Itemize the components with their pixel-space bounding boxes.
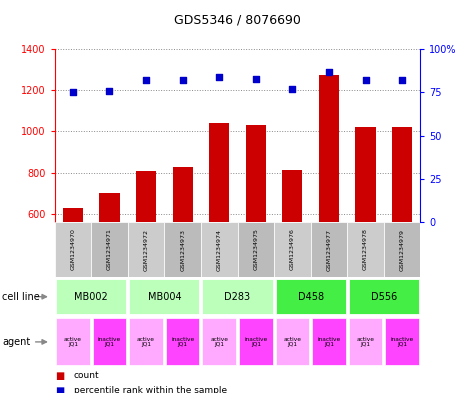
Text: D556: D556	[370, 292, 397, 302]
Bar	[392, 127, 412, 337]
Bar	[282, 170, 303, 337]
Bar	[349, 279, 419, 314]
Bar	[166, 318, 199, 365]
Point	[289, 86, 296, 92]
Bar	[276, 279, 346, 314]
Text: inactive
JQ1: inactive JQ1	[171, 336, 194, 347]
Text: ■: ■	[55, 386, 64, 393]
Bar	[129, 279, 200, 314]
Text: GSM1234971: GSM1234971	[107, 229, 112, 270]
Bar	[274, 222, 311, 277]
Bar	[239, 318, 273, 365]
Text: agent: agent	[2, 337, 30, 347]
Text: inactive
JQ1: inactive JQ1	[390, 336, 414, 347]
Bar	[238, 222, 274, 277]
Text: GSM1234972: GSM1234972	[143, 229, 149, 270]
Bar	[91, 222, 128, 277]
Bar	[355, 127, 376, 337]
Text: active
JQ1: active JQ1	[137, 336, 155, 347]
Text: GSM1234976: GSM1234976	[290, 229, 295, 270]
Bar	[56, 318, 90, 365]
Bar	[129, 318, 163, 365]
Text: GSM1234979: GSM1234979	[399, 229, 405, 270]
Bar	[347, 222, 384, 277]
Point	[252, 75, 259, 82]
Text: percentile rank within the sample: percentile rank within the sample	[74, 386, 227, 393]
Text: GSM1234974: GSM1234974	[217, 229, 222, 270]
Bar	[312, 318, 346, 365]
Text: active
JQ1: active JQ1	[284, 336, 301, 347]
Text: inactive
JQ1: inactive JQ1	[244, 336, 267, 347]
Bar	[202, 279, 273, 314]
Bar	[202, 318, 236, 365]
Text: active
JQ1: active JQ1	[64, 336, 82, 347]
Bar	[93, 318, 126, 365]
Bar	[164, 222, 201, 277]
Point	[105, 88, 113, 94]
Bar	[349, 318, 382, 365]
Point	[216, 73, 223, 80]
Text: GSM1234973: GSM1234973	[180, 229, 185, 270]
Bar	[246, 125, 266, 337]
Bar	[311, 222, 347, 277]
Bar	[319, 75, 339, 337]
Bar	[172, 167, 193, 337]
Bar	[209, 123, 229, 337]
Bar	[63, 208, 83, 337]
Text: MB004: MB004	[148, 292, 181, 302]
Bar	[55, 222, 91, 277]
Point	[325, 68, 332, 75]
Bar	[128, 222, 164, 277]
Bar	[384, 222, 420, 277]
Point	[362, 77, 370, 83]
Text: count: count	[74, 371, 99, 380]
Text: active
JQ1: active JQ1	[210, 336, 228, 347]
Text: MB002: MB002	[74, 292, 108, 302]
Point	[142, 77, 150, 83]
Text: inactive
JQ1: inactive JQ1	[98, 336, 121, 347]
Text: D283: D283	[224, 292, 251, 302]
Bar	[385, 318, 419, 365]
Text: active
JQ1: active JQ1	[357, 336, 374, 347]
Text: GSM1234975: GSM1234975	[253, 229, 258, 270]
Point	[69, 89, 77, 95]
Point	[398, 77, 406, 83]
Bar	[56, 279, 126, 314]
Text: GSM1234977: GSM1234977	[326, 229, 332, 270]
Text: ■: ■	[55, 371, 64, 380]
Bar	[99, 193, 120, 337]
Text: D458: D458	[297, 292, 324, 302]
Bar	[276, 318, 309, 365]
Text: GDS5346 / 8076690: GDS5346 / 8076690	[174, 13, 301, 26]
Text: GSM1234978: GSM1234978	[363, 229, 368, 270]
Bar	[201, 222, 238, 277]
Text: inactive
JQ1: inactive JQ1	[317, 336, 341, 347]
Point	[179, 77, 186, 83]
Text: cell line: cell line	[2, 292, 40, 302]
Bar	[136, 171, 156, 337]
Text: GSM1234970: GSM1234970	[70, 229, 76, 270]
